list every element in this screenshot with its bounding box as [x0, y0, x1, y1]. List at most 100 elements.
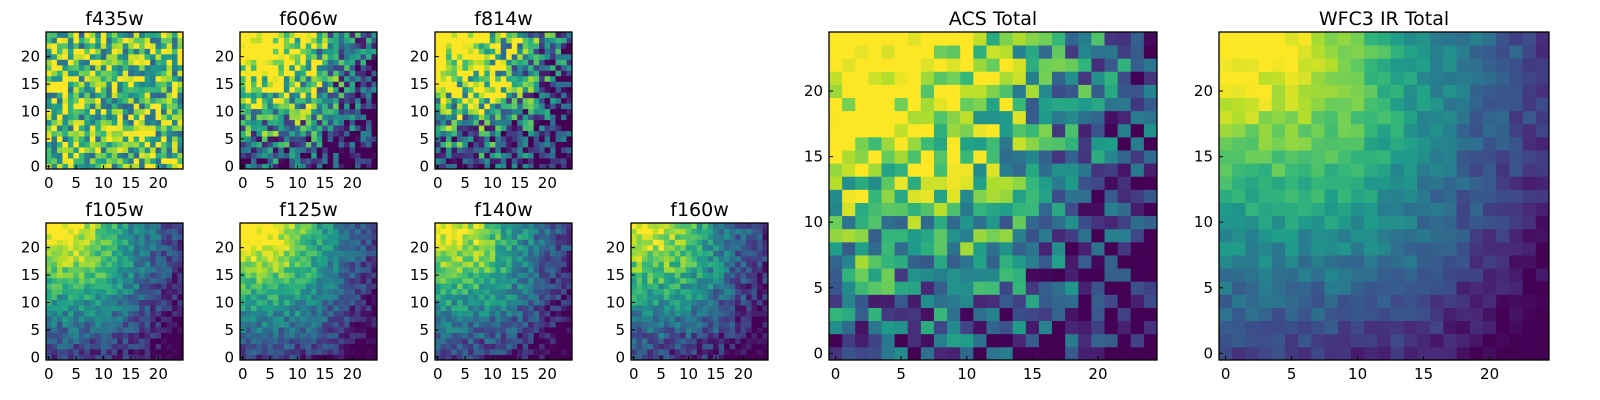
heatmap-cell — [511, 147, 518, 153]
heatmap-cell — [166, 136, 173, 142]
heatmap-cell — [842, 176, 856, 190]
heatmap-cell — [855, 110, 869, 125]
heatmap-cell — [366, 228, 372, 235]
heatmap-cell — [73, 81, 80, 88]
heatmap-cell — [338, 141, 345, 148]
heatmap-cell — [84, 228, 91, 235]
heatmap-cell — [729, 299, 736, 306]
heatmap-cell — [506, 305, 513, 312]
heatmap-cell — [111, 244, 118, 251]
heatmap-cell — [636, 349, 643, 355]
heatmap-cell — [539, 244, 545, 251]
heatmap-cell — [506, 277, 513, 284]
heatmap-cell — [100, 81, 107, 88]
heatmap-cell — [311, 327, 318, 333]
heatmap-cell — [111, 305, 118, 312]
heatmap-cell — [566, 266, 573, 273]
heatmap-cell — [1025, 255, 1040, 269]
heatmap-cell — [128, 158, 135, 164]
heatmap-cell — [680, 261, 687, 268]
x-tick-label: 10 — [483, 174, 502, 192]
heatmap-cell — [1025, 268, 1040, 282]
heatmap-cell — [663, 332, 670, 339]
heatmap-cell — [506, 354, 513, 361]
heatmap-cell — [511, 321, 518, 328]
heatmap-cell — [473, 81, 480, 88]
heatmap-cell — [544, 255, 551, 262]
heatmap-cell — [500, 228, 507, 235]
heatmap-cell — [133, 343, 140, 350]
heatmap-cell — [166, 119, 173, 126]
heatmap-cell — [484, 48, 491, 55]
heatmap-cell — [261, 86, 268, 93]
heatmap-cell — [740, 316, 747, 323]
heatmap-cell — [294, 114, 301, 121]
heatmap-cell — [456, 266, 463, 273]
heatmap-cell — [300, 310, 307, 317]
heatmap-cell — [46, 288, 52, 295]
heatmap-cell — [245, 114, 252, 121]
heatmap-cell — [150, 261, 156, 268]
heatmap-cell — [696, 277, 703, 284]
heatmap-cell — [746, 327, 752, 333]
heatmap-cell — [729, 305, 736, 312]
heatmap-cell — [1038, 150, 1053, 164]
heatmap-cell — [256, 59, 263, 66]
heatmap-cell — [95, 272, 102, 279]
heatmap-cell — [517, 223, 524, 229]
heatmap-cell — [344, 239, 350, 246]
heatmap-cell — [117, 332, 124, 339]
heatmap-cell — [56, 32, 63, 38]
heatmap-cell — [150, 97, 156, 104]
heatmap-cell — [1117, 228, 1132, 243]
heatmap-cell — [746, 244, 752, 251]
heatmap-cell — [46, 32, 52, 38]
heatmap-cell — [78, 343, 85, 350]
heatmap-cell — [467, 119, 474, 126]
x-tick-label: 10 — [483, 365, 502, 383]
heatmap-cell — [155, 332, 162, 339]
heatmap-cell — [724, 316, 731, 323]
heatmap-cell — [360, 354, 367, 361]
heatmap-cell — [746, 261, 752, 268]
heatmap-cell — [445, 244, 452, 251]
heatmap-cell — [294, 48, 301, 55]
heatmap-cell — [495, 239, 502, 246]
heatmap-cell — [489, 130, 496, 137]
heatmap-cell — [371, 343, 378, 350]
heatmap-cell — [550, 86, 556, 93]
heatmap-cell — [333, 316, 340, 323]
heatmap-cell — [751, 338, 758, 344]
heatmap-cell — [1065, 189, 1079, 203]
heatmap-cell — [305, 37, 312, 44]
heatmap-cell — [533, 147, 540, 153]
heatmap-cell — [256, 163, 263, 170]
heatmap-cell — [511, 349, 518, 355]
axes-frame — [45, 222, 184, 361]
heatmap-cell — [528, 277, 535, 284]
heatmap-cell — [161, 97, 167, 104]
heatmap-cell — [316, 272, 323, 279]
heatmap-cell — [555, 261, 562, 268]
heatmap-cell — [550, 97, 556, 104]
heatmap-cell — [674, 272, 681, 279]
heatmap-cell — [95, 48, 102, 55]
heatmap-cell — [855, 294, 869, 308]
heatmap-cell — [78, 92, 85, 99]
heatmap-cell — [445, 294, 452, 301]
heatmap-cell — [177, 321, 184, 328]
heatmap-cell — [478, 37, 485, 44]
heatmap-cell — [511, 255, 518, 262]
heatmap-cell — [440, 310, 447, 317]
heatmap-cell — [161, 277, 167, 284]
heatmap-cell — [478, 283, 485, 290]
heatmap-cell — [62, 255, 69, 262]
heatmap-cell — [691, 239, 698, 246]
heatmap-cell — [117, 103, 124, 110]
heatmap-cell — [46, 158, 52, 164]
heatmap-cell — [62, 125, 69, 132]
heatmap-cell — [724, 294, 731, 301]
heatmap-cell — [172, 32, 178, 38]
heatmap-cell — [550, 327, 556, 333]
